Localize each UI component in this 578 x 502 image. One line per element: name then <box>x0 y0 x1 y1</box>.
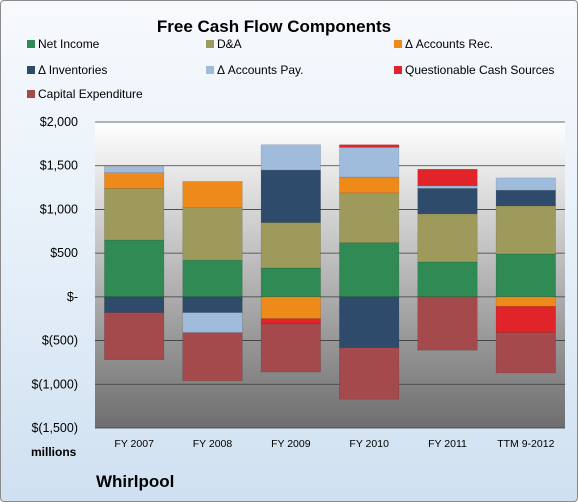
legend-swatch-net-income <box>27 40 35 48</box>
bar-net-income-fy-2010 <box>339 242 400 298</box>
bar-capital-expenditure-fy-2011 <box>417 296 478 351</box>
y-tick-label: $1,500 <box>40 159 78 173</box>
legend-label-inventories: Δ Inventories <box>38 63 107 77</box>
x-tick-label: FY 2007 <box>114 438 154 450</box>
bar-d-a-ttm-9-2012 <box>495 205 556 255</box>
company-name: Whirlpool <box>96 472 174 491</box>
bar-accounts-pay-fy-2007 <box>104 166 165 174</box>
y-tick-label: $1,000 <box>40 202 78 216</box>
x-tick-label: FY 2009 <box>271 438 311 450</box>
legend-label-questionable-cash-sources: Questionable Cash Sources <box>405 63 554 77</box>
bar-d-a-fy-2010 <box>339 192 400 243</box>
bar-capital-expenditure-fy-2010 <box>339 347 400 400</box>
y-tick-label: $(1,500) <box>31 421 78 435</box>
bar-capital-expenditure-fy-2009 <box>260 323 321 373</box>
bar-inventories-fy-2007 <box>104 296 165 313</box>
bar-d-a-fy-2011 <box>417 213 478 263</box>
y-tick-label: $2,000 <box>40 115 78 129</box>
x-axis: FY 2007 FY 2008 FY 2009 FY 2010 FY 2011 TTM 9… <box>114 438 554 450</box>
bar-accounts-rec-fy-2010 <box>339 176 400 194</box>
bar-accounts-rec-fy-2009 <box>260 296 321 320</box>
legend-label-accounts-rec: Δ Accounts Rec. <box>405 37 493 51</box>
plot-area <box>95 122 565 428</box>
chart-title: Free Cash Flow Components <box>157 17 391 36</box>
units-label: millions <box>31 445 77 459</box>
bar-accounts-pay-fy-2009 <box>260 144 321 171</box>
bar-net-income-fy-2011 <box>417 261 478 298</box>
bar-net-income-ttm-9-2012 <box>495 253 556 298</box>
gridlines <box>95 121 565 429</box>
bar-inventories-fy-2008 <box>182 296 243 313</box>
legend-label-accounts-pay: Δ Accounts Pay. <box>217 63 304 77</box>
bar-inventories-fy-2010 <box>339 296 400 348</box>
bar-capital-expenditure-ttm-9-2012 <box>495 332 556 374</box>
bar-accounts-pay-fy-2010 <box>339 147 400 178</box>
bar-questionable-cash-sources-ttm-9-2012 <box>495 306 556 334</box>
y-tick-label: $(500) <box>42 334 78 348</box>
bar-inventories-fy-2009 <box>260 169 321 223</box>
legend-swatch-inventories <box>27 66 35 74</box>
x-tick-label: TTM 9-2012 <box>497 438 554 450</box>
legend-label-d-a: D&A <box>217 37 242 51</box>
legend-label-net-income: Net Income <box>38 37 100 51</box>
bar-accounts-rec-fy-2008 <box>182 181 243 208</box>
bar-inventories-ttm-9-2012 <box>495 189 556 207</box>
bar-inventories-fy-2011 <box>417 188 478 215</box>
legend-swatch-capital-expenditure <box>27 90 35 98</box>
bars <box>104 144 556 400</box>
bar-net-income-fy-2008 <box>182 259 243 298</box>
legend-swatch-questionable-cash-sources <box>394 66 402 74</box>
bar-d-a-fy-2009 <box>260 222 321 269</box>
bar-accounts-pay-fy-2008 <box>182 312 243 334</box>
bar-accounts-pay-fy-2011 <box>417 185 478 189</box>
x-tick-label: FY 2008 <box>193 438 233 450</box>
x-tick-label: FY 2011 <box>428 438 467 450</box>
y-tick-label: $- <box>67 290 78 304</box>
bar-net-income-fy-2009 <box>260 267 321 298</box>
bar-questionable-cash-sources-fy-2011 <box>417 168 478 187</box>
bar-d-a-fy-2008 <box>182 207 243 261</box>
bar-net-income-fy-2007 <box>104 239 165 298</box>
bar-questionable-cash-sources-fy-2009 <box>260 318 321 325</box>
bar-accounts-pay-ttm-9-2012 <box>495 177 556 191</box>
bar-accounts-rec-ttm-9-2012 <box>495 296 556 307</box>
bar-questionable-cash-sources-fy-2010 <box>339 144 400 148</box>
bar-capital-expenditure-fy-2007 <box>104 312 165 361</box>
y-axis: $2,000 $1,500 $1,000 $500 $- $(500) $(1,000) $(… <box>31 115 78 435</box>
y-tick-label: $500 <box>50 246 78 260</box>
bar-d-a-fy-2007 <box>104 188 165 241</box>
y-tick-label: $(1,000) <box>31 377 78 391</box>
legend: Net Income D&A Δ Accounts Rec. Δ Inventorie… <box>27 37 554 101</box>
legend-label-capital-expenditure: Capital Expenditure <box>38 87 143 101</box>
legend-swatch-accounts-pay <box>206 66 214 74</box>
legend-swatch-accounts-rec <box>394 40 402 48</box>
x-tick-label: FY 2010 <box>349 438 389 450</box>
bar-capital-expenditure-fy-2008 <box>182 332 243 382</box>
legend-swatch-d-a <box>206 40 214 48</box>
bar-accounts-rec-fy-2007 <box>104 172 165 189</box>
